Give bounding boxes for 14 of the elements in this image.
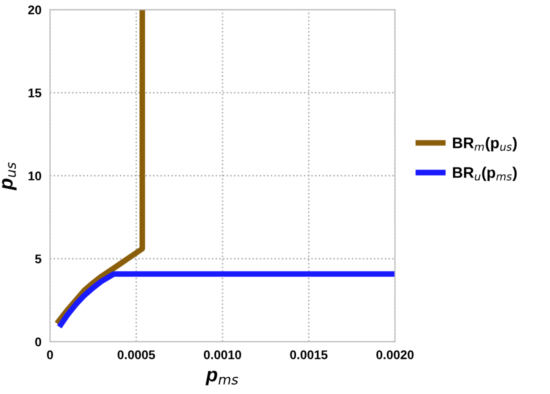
x-tick-label: 0.0015 (290, 350, 328, 360)
y-tick-label: 20 (28, 6, 42, 14)
y-tick-label: 0 (35, 338, 42, 346)
y-tick-label: 5 (35, 254, 42, 264)
x-tick-label: 0.0020 (376, 350, 414, 360)
y-axis-title: p$_{us}$ (2, 162, 17, 190)
y-tick-label: 15 (28, 88, 42, 98)
x-tick-label: 0.0010 (204, 350, 242, 360)
x-tick-label: 0 (47, 350, 53, 360)
x-tick-label: 0.0005 (118, 350, 156, 360)
x-axis-title: p$_{ms}$ (206, 370, 238, 386)
legend-label: BR$_{m}$(p$_{us}$) (452, 137, 517, 152)
y-tick-label: 10 (28, 172, 42, 180)
legend-label: BR$_{u}$(p$_{ms}$) (452, 166, 517, 181)
